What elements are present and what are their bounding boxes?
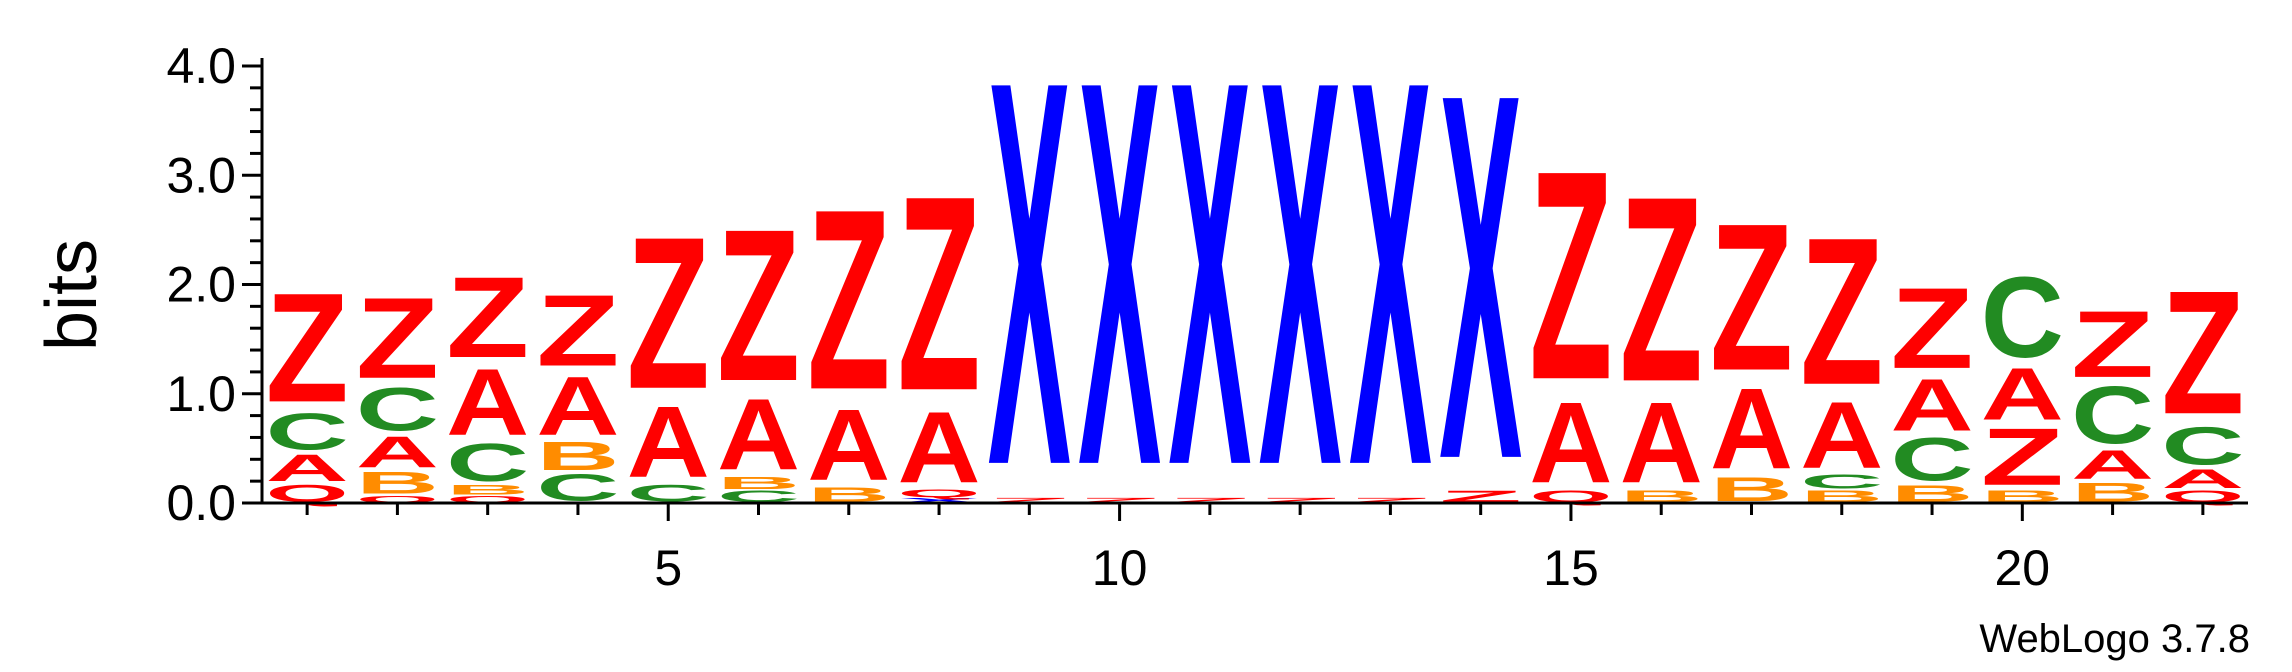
logo-letter: C [2161,416,2244,476]
logo-letter: B [717,473,800,492]
logo-letter: Z [1710,181,1793,415]
y-tick-label: 2.0 [166,257,236,313]
logo-letter: Z [627,192,710,434]
logo-letter: A [2071,442,2154,487]
logo-letter: A [1981,352,2064,436]
logo-letter: A [356,427,439,477]
logo-letter: C [266,403,349,461]
logo-letter: Z [1259,497,1342,505]
logo-letter: Z [1891,264,1974,393]
logo-letter: X [1439,0,1523,568]
logo-letter: C [1800,470,1883,493]
logo-letter: Q [356,494,439,505]
logo-letter: B [1981,488,2064,506]
y-axis-label: bits [32,239,112,351]
logo-letter: A [717,377,800,490]
y-tick-label: 0.0 [166,475,236,531]
footer-label: WebLogo 3.7.8 [1979,617,2250,661]
logo-letter: C [2071,371,2154,462]
logo-letter: B [1800,488,1883,506]
logo-letter: C [356,375,439,443]
x-tick-label: 15 [1543,540,1599,596]
logo-letter: A [1620,380,1703,508]
logo-letter: A [2161,464,2244,494]
logo-letter: Z [536,274,619,387]
logo-letter: Z [1529,109,1612,442]
logo-letter: Z [1168,497,1251,505]
logo-letter: Z [898,139,981,449]
x-tick-label: 20 [1995,540,2051,596]
logo-letter: A [898,391,981,504]
logo-letter: B [536,434,619,479]
logo-letter: B [807,484,890,507]
logo-letter: Q [446,494,529,505]
logo-letter: A [1529,380,1612,508]
logo-letter: A [1710,365,1793,493]
y-tick-label: 4.0 [166,38,236,94]
logo-letter: B [446,482,529,497]
logo-letter: A [536,359,619,452]
logo-letter: C [717,488,800,506]
logo-letter: B [356,465,439,500]
logo-letter: Z [2161,255,2244,451]
logo-letter: X [1259,0,1343,580]
logo-letter: A [627,385,710,498]
logo-letter: A [1800,383,1883,488]
logo-letter: Z [1981,411,2064,502]
logo-letter: Z [717,185,800,427]
logo-letter: C [1891,426,1974,494]
x-tick-label: 5 [654,540,682,596]
logo-letter: Z [356,274,439,403]
logo-letter: Q [2161,487,2244,505]
logo-letter: Z [1078,497,1161,505]
logo-letter: Z [1349,497,1432,505]
logo-letter: A [446,350,529,455]
logo-letter: Z [1439,487,1522,505]
y-tick-label: 1.0 [166,366,236,422]
logo-letter: C [1981,254,2064,382]
logo-letter: Z [1800,195,1883,429]
logo-letter: X [1349,0,1433,580]
logo-letter: Q [1529,487,1612,505]
x-tick-label: 10 [1092,540,1148,596]
logo-letter: X [1168,0,1252,580]
logo-letter: Z [1620,141,1703,437]
logo-letter: Z [988,497,1071,505]
logo-letter: X [988,0,1072,580]
logo-letter: X [1078,0,1162,580]
logo-letter: Z [2071,291,2154,397]
logo-letter: A [1891,363,1974,447]
logo-letter: Q [898,487,981,499]
logo-letter: C [446,433,529,493]
logo-letter: Z [446,253,529,382]
y-tick-label: 3.0 [166,147,236,203]
logo-letter: X [898,496,981,504]
logo-letter: Z [266,261,349,435]
logo-letter: B [1620,488,1703,506]
logo-letter: A [266,447,349,490]
logo-letter: Z [807,156,890,444]
logo-letter: A [807,388,890,501]
